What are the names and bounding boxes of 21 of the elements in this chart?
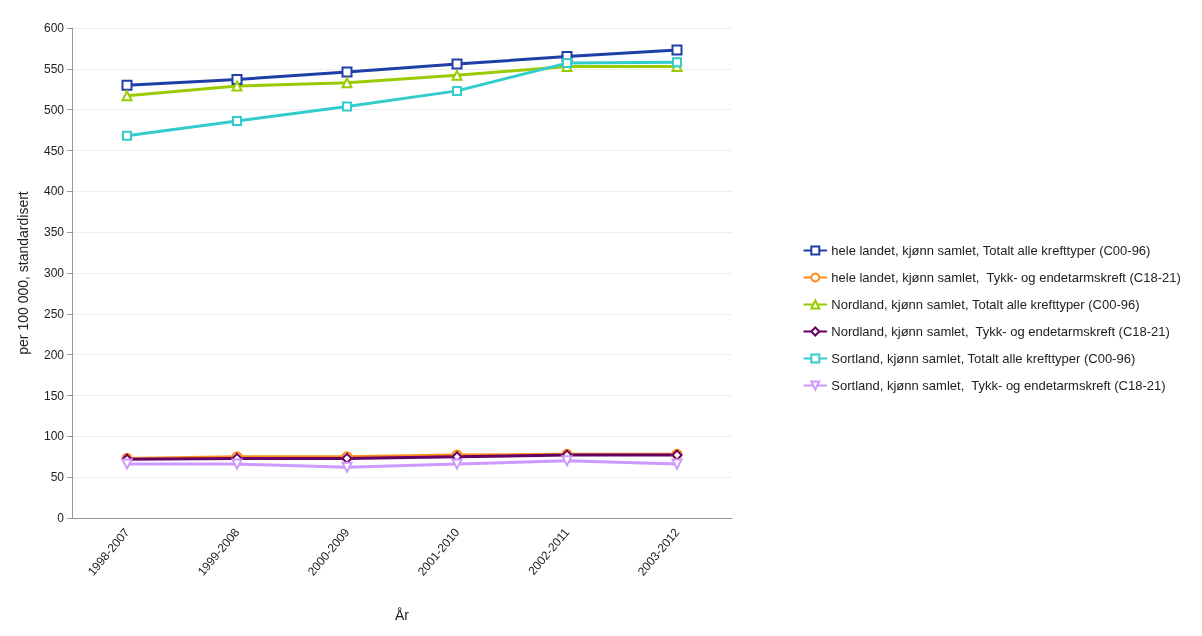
legend-label: Nordland, kjønn samlet, Tykk- og endetarmskreft (C18-21) (831, 324, 1170, 339)
y-tick-label: 600 (43, 21, 65, 35)
y-tick-label: 450 (43, 143, 65, 158)
y-tick-label: 0 (57, 511, 65, 525)
y-tick-label: 150 (43, 388, 65, 403)
y-tick-label: 350 (43, 225, 65, 240)
legend-label: hele landet, kjønn samlet, Tykk- og endetarmskreft (C18-21) (831, 270, 1181, 285)
y-tick-label: 400 (43, 184, 65, 199)
y-tick-label: 500 (43, 102, 65, 117)
y-tick-label: 250 (43, 306, 65, 321)
legend-label: Nordland, kjønn samlet, Totalt alle krefttyper (C00-96) (831, 297, 1140, 312)
y-tick-label: 100 (43, 429, 65, 444)
legend-label: hele landet, kjønn samlet, Totalt alle krefttyper (C00-96) (831, 243, 1151, 258)
y-tick-label: 50 (50, 470, 65, 485)
y-tick-label: 550 (43, 61, 65, 76)
x-axis-title: År (395, 607, 410, 623)
y-tick-label: 200 (43, 347, 65, 362)
y-tick-label: 300 (43, 266, 65, 280)
legend-label: Sortland, kjønn samlet, Totalt alle krefttyper (C00-96) (831, 351, 1136, 366)
y-axis-title: per 100 000, standardisert (15, 191, 31, 355)
legend-label: Sortland, kjønn samlet, Tykk- og endetarmskreft (C18-21) (831, 378, 1166, 393)
